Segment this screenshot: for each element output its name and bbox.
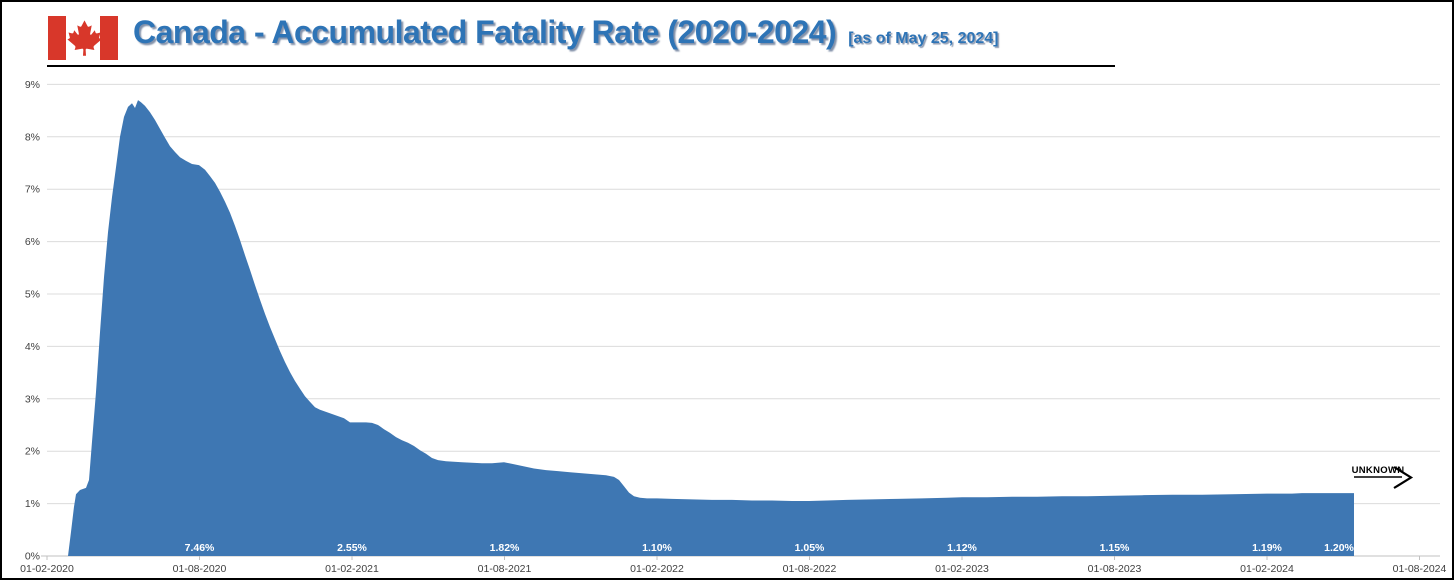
y-axis-label: 4% bbox=[25, 341, 40, 353]
x-axis-label: 01-02-2024 bbox=[1240, 563, 1294, 575]
x-axis-label: 01-08-2020 bbox=[173, 563, 227, 575]
x-axis-label: 01-02-2021 bbox=[325, 563, 379, 575]
data-label: 7.46% bbox=[185, 542, 215, 554]
y-axis-label: 6% bbox=[25, 236, 40, 248]
chart-title: Canada - Accumulated Fatality Rate (2020… bbox=[133, 14, 837, 50]
x-axis-label: 01-02-2020 bbox=[20, 563, 74, 575]
y-axis-label: 0% bbox=[25, 551, 40, 563]
flag-right-bar bbox=[100, 16, 118, 60]
x-axis-label: 01-02-2022 bbox=[630, 563, 684, 575]
flag-left-bar bbox=[48, 16, 66, 60]
title-underline bbox=[47, 65, 1115, 67]
x-axis-label: 01-08-2022 bbox=[783, 563, 837, 575]
data-label: 1.12% bbox=[947, 542, 977, 554]
x-axis-label: 01-02-2023 bbox=[935, 563, 989, 575]
data-label: 1.10% bbox=[642, 542, 672, 554]
x-axis-label: 01-08-2024 bbox=[1393, 563, 1447, 575]
fatality-area-series bbox=[68, 100, 1354, 556]
maple-leaf-icon bbox=[67, 20, 102, 56]
y-axis-label: 7% bbox=[25, 184, 40, 196]
y-axis-label: 9% bbox=[25, 79, 40, 91]
data-label: 1.20% bbox=[1324, 542, 1354, 554]
unknown-annotation-label: UNKNOWN bbox=[1352, 465, 1405, 476]
y-axis-label: 5% bbox=[25, 289, 40, 301]
data-label: 1.15% bbox=[1100, 542, 1130, 554]
data-label: 1.19% bbox=[1252, 542, 1282, 554]
y-axis-label: 8% bbox=[25, 131, 40, 143]
y-axis-label: 2% bbox=[25, 446, 40, 458]
data-label: 1.05% bbox=[795, 542, 825, 554]
chart-subtitle: [as of May 25, 2024] bbox=[848, 30, 999, 47]
title-group: Canada - Accumulated Fatality Rate (2020… bbox=[133, 14, 998, 51]
y-axis-label: 3% bbox=[25, 393, 40, 405]
x-axis-label: 01-08-2021 bbox=[478, 563, 532, 575]
y-axis-label: 1% bbox=[25, 498, 40, 510]
data-label: 2.55% bbox=[337, 542, 367, 554]
unknown-arrow-icon bbox=[1393, 466, 1414, 489]
canada-flag-icon bbox=[48, 16, 118, 60]
header: Canada - Accumulated Fatality Rate (2020… bbox=[48, 14, 998, 60]
x-axis-label: 01-08-2023 bbox=[1088, 563, 1142, 575]
data-label: 1.82% bbox=[490, 542, 520, 554]
